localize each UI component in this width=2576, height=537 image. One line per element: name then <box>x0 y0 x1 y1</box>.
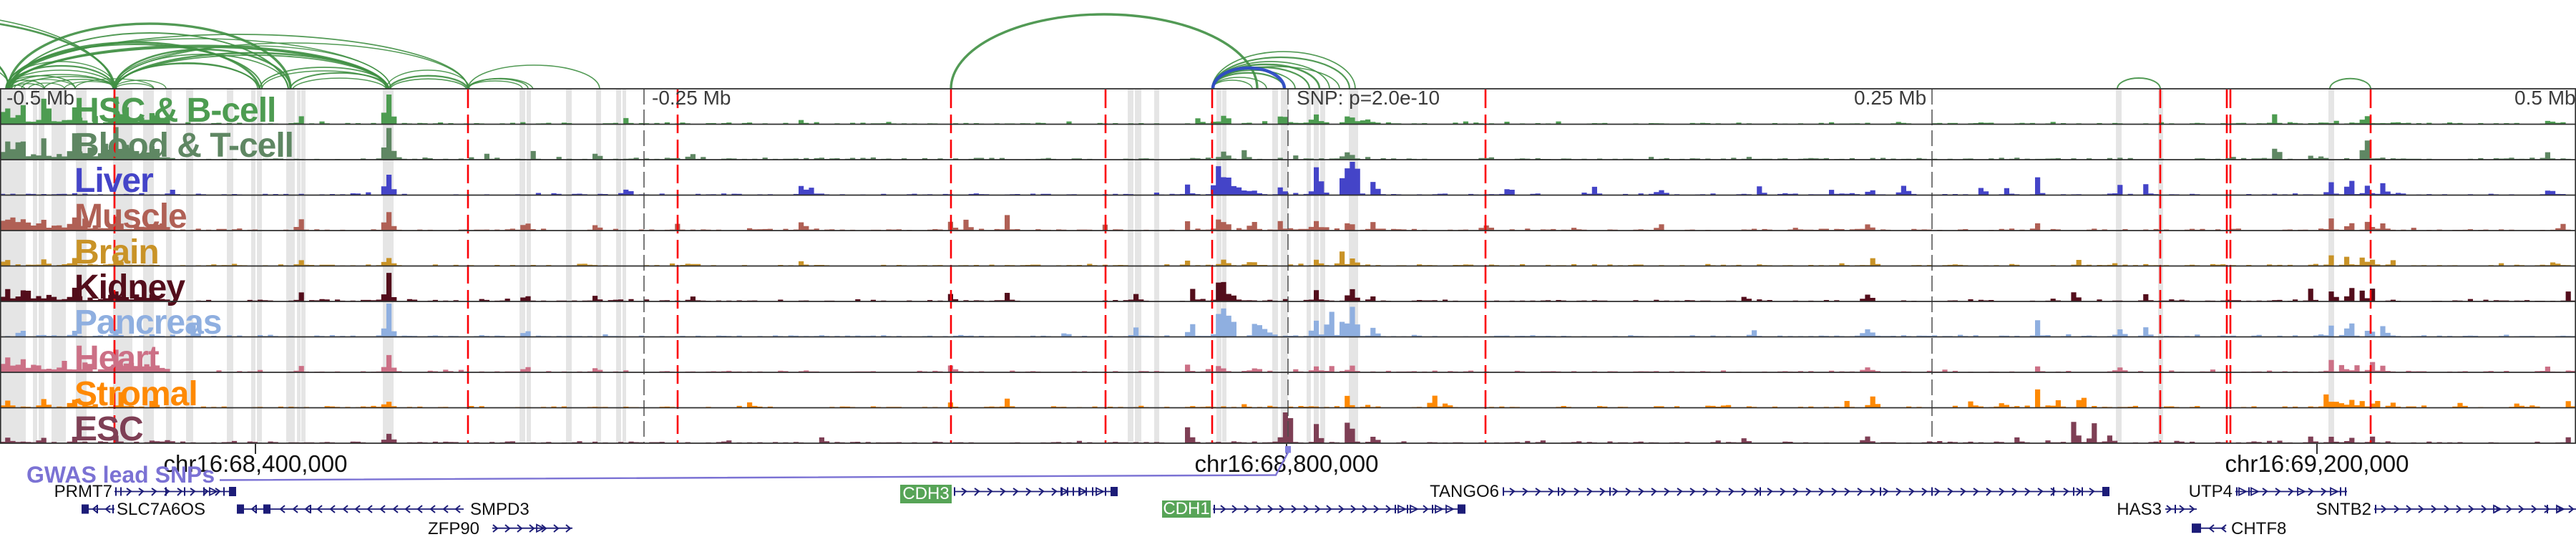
svg-text:Muscle: Muscle <box>74 198 187 236</box>
svg-text:CHTF8: CHTF8 <box>2231 519 2286 537</box>
svg-text:Heart: Heart <box>74 339 160 377</box>
svg-text:SMPD3: SMPD3 <box>470 500 530 519</box>
svg-text:CDH1: CDH1 <box>1163 499 1209 518</box>
svg-text:-0.5 Mb: -0.5 Mb <box>6 87 74 109</box>
svg-text:ZFP90: ZFP90 <box>428 519 479 537</box>
svg-text:Stromal: Stromal <box>74 375 197 413</box>
svg-text:UTP4: UTP4 <box>2189 482 2233 501</box>
svg-text:Pancreas: Pancreas <box>74 304 222 342</box>
svg-text:HSC & B-cell: HSC & B-cell <box>74 92 275 130</box>
svg-text:SNP: p=2.0e-10: SNP: p=2.0e-10 <box>1297 87 1440 109</box>
svg-text:0.25 Mb: 0.25 Mb <box>1854 87 1926 109</box>
svg-text:SNTB2: SNTB2 <box>2316 500 2371 519</box>
svg-text:0.5 Mb: 0.5 Mb <box>2514 87 2576 109</box>
svg-text:Brain: Brain <box>74 233 159 271</box>
svg-text:chr16:68,400,000: chr16:68,400,000 <box>164 450 348 477</box>
svg-text:-0.25 Mb: -0.25 Mb <box>652 87 731 109</box>
svg-text:ESC: ESC <box>74 410 143 448</box>
svg-text:Liver: Liver <box>74 162 153 200</box>
svg-text:TANGO6: TANGO6 <box>1430 482 1499 501</box>
svg-text:PRMT7: PRMT7 <box>54 482 112 501</box>
svg-text:Blood & T-cell: Blood & T-cell <box>74 127 293 165</box>
svg-text:chr16:69,200,000: chr16:69,200,000 <box>2225 450 2409 477</box>
svg-text:Kidney: Kidney <box>74 268 185 306</box>
svg-text:SLC7A6OS: SLC7A6OS <box>117 500 205 519</box>
svg-text:GWAS lead SNPs: GWAS lead SNPs <box>26 462 215 488</box>
svg-text:CDH3: CDH3 <box>902 484 949 503</box>
svg-text:HAS3: HAS3 <box>2117 500 2162 519</box>
